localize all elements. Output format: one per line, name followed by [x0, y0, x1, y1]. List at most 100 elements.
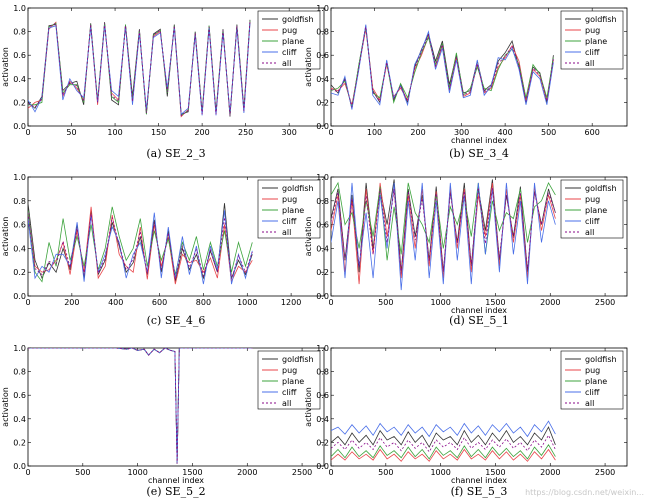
- series-line-all: [28, 20, 251, 117]
- series-line-pug: [28, 206, 253, 285]
- x-tick-label: 300: [454, 128, 469, 137]
- x-tick-label: 600: [585, 128, 600, 137]
- series-line-cliff: [28, 210, 253, 285]
- y-tick-label: 0.2: [316, 438, 329, 447]
- y-tick-label: 0.6: [316, 51, 329, 60]
- y-tick-label: 0.2: [13, 98, 26, 107]
- legend-label-cliff: cliff: [282, 217, 297, 226]
- panel-caption: (b) SE_3_4: [449, 147, 509, 160]
- y-tick-label: 0.8: [13, 28, 26, 37]
- x-tick-label: 2000: [540, 468, 560, 477]
- legend-label-goldfish: goldfish: [585, 184, 617, 193]
- legend-label-plane: plane: [585, 377, 607, 386]
- y-tick-label: 0.6: [316, 391, 329, 400]
- series-line-all: [28, 212, 253, 280]
- x-tick-label: 1500: [182, 468, 202, 477]
- x-tick-label: 100: [107, 128, 122, 137]
- panel-caption: (c) SE_4_6: [147, 314, 206, 327]
- chart-panel-2: 0.0 0.2 0.4 0.6 0.8 1.0 0 200 400 600 800 1000 1200 a…: [1, 173, 325, 327]
- legend-label-pug: pug: [585, 26, 600, 35]
- legend-label-all: all: [282, 228, 291, 237]
- y-tick-label: 0.2: [13, 268, 26, 277]
- series-line-all: [331, 434, 556, 453]
- y-tick-label: 1.0: [13, 173, 26, 182]
- legend-label-goldfish: goldfish: [585, 15, 617, 24]
- legend-label-pug: pug: [585, 366, 600, 375]
- x-tick-label: 2500: [595, 298, 615, 307]
- legend-label-all: all: [585, 228, 594, 237]
- chart-panel-3: 0.0 0.2 0.4 0.6 0.8 1.0 0 500 1000 1500 2000 2500 ac…: [304, 173, 628, 327]
- x-axis-label: channel index: [451, 136, 507, 145]
- legend-label-pug: pug: [282, 366, 297, 375]
- x-axis-label: channel index: [451, 306, 507, 315]
- y-tick-label: 0.0: [13, 462, 26, 471]
- x-axis-label: channel index: [148, 476, 204, 485]
- series-line-cliff: [28, 348, 253, 464]
- x-tick-label: 1500: [485, 298, 505, 307]
- legend-label-all: all: [585, 399, 594, 408]
- y-tick-label: 0.4: [316, 415, 329, 424]
- legend-label-plane: plane: [585, 206, 607, 215]
- x-tick-label: 2500: [292, 468, 312, 477]
- x-tick-label: 0: [328, 298, 333, 307]
- legend-label-all: all: [282, 399, 291, 408]
- series-line-all: [331, 187, 556, 274]
- legend-label-all: all: [585, 59, 594, 68]
- series-line-goldfish: [331, 426, 556, 448]
- x-tick-label: 500: [75, 468, 90, 477]
- x-tick-label: 0: [328, 468, 333, 477]
- panel-caption: (e) SE_5_2: [146, 485, 205, 498]
- x-tick-label: 1000: [237, 298, 257, 307]
- y-tick-label: 1.0: [13, 4, 26, 13]
- watermark: https://blog.csdn.net/weixin...: [525, 488, 644, 497]
- legend-box: [257, 10, 321, 70]
- x-tick-label: 300: [282, 128, 297, 137]
- series-line-cliff: [331, 182, 556, 291]
- legend-label-goldfish: goldfish: [282, 355, 314, 364]
- x-tick-label: 1000: [430, 298, 450, 307]
- y-tick-label: 0.6: [316, 221, 329, 230]
- x-tick-label: 500: [541, 128, 556, 137]
- x-tick-label: 250: [238, 128, 253, 137]
- y-axis-label: activation: [1, 47, 10, 87]
- x-tick-label: 1000: [430, 468, 450, 477]
- y-tick-label: 0.6: [13, 51, 26, 60]
- x-tick-label: 150: [151, 128, 166, 137]
- legend-box: [560, 179, 624, 239]
- x-tick-label: 1500: [485, 468, 505, 477]
- panel-caption: (a) SE_2_3: [146, 147, 205, 160]
- legend-label-pug: pug: [585, 195, 600, 204]
- y-tick-label: 0.8: [316, 197, 329, 206]
- legend-label-pug: pug: [282, 26, 297, 35]
- legend-box: [560, 10, 624, 70]
- y-tick-label: 0.2: [316, 98, 329, 107]
- legend-label-cliff: cliff: [585, 388, 600, 397]
- series-line-plane: [331, 444, 556, 460]
- series-line-pug: [331, 448, 556, 462]
- y-tick-label: 0.2: [316, 268, 329, 277]
- panel-caption: (d) SE_5_1: [449, 314, 509, 327]
- legend-label-goldfish: goldfish: [282, 184, 314, 193]
- y-tick-label: 0.0: [13, 122, 26, 131]
- y-axis-label: activation: [1, 217, 10, 257]
- legend-label-pug: pug: [282, 195, 297, 204]
- legend-label-plane: plane: [282, 377, 304, 386]
- x-tick-label: 1200: [281, 298, 301, 307]
- y-tick-label: 0.0: [316, 122, 329, 131]
- y-tick-label: 0.0: [316, 292, 329, 301]
- x-tick-label: 200: [64, 298, 79, 307]
- legend-box: [560, 350, 624, 410]
- y-tick-label: 0.4: [13, 415, 26, 424]
- series-line-goldfish: [331, 179, 556, 273]
- legend-label-plane: plane: [282, 206, 304, 215]
- x-tick-label: 2000: [540, 298, 560, 307]
- x-tick-label: 0: [328, 128, 333, 137]
- x-tick-label: 100: [367, 128, 382, 137]
- y-tick-label: 0.2: [13, 438, 26, 447]
- legend-label-goldfish: goldfish: [282, 15, 314, 24]
- y-axis-label: activation: [304, 387, 313, 427]
- legend-label-cliff: cliff: [282, 388, 297, 397]
- x-tick-label: 400: [108, 298, 123, 307]
- legend-label-cliff: cliff: [585, 48, 600, 57]
- x-tick-label: 500: [378, 468, 393, 477]
